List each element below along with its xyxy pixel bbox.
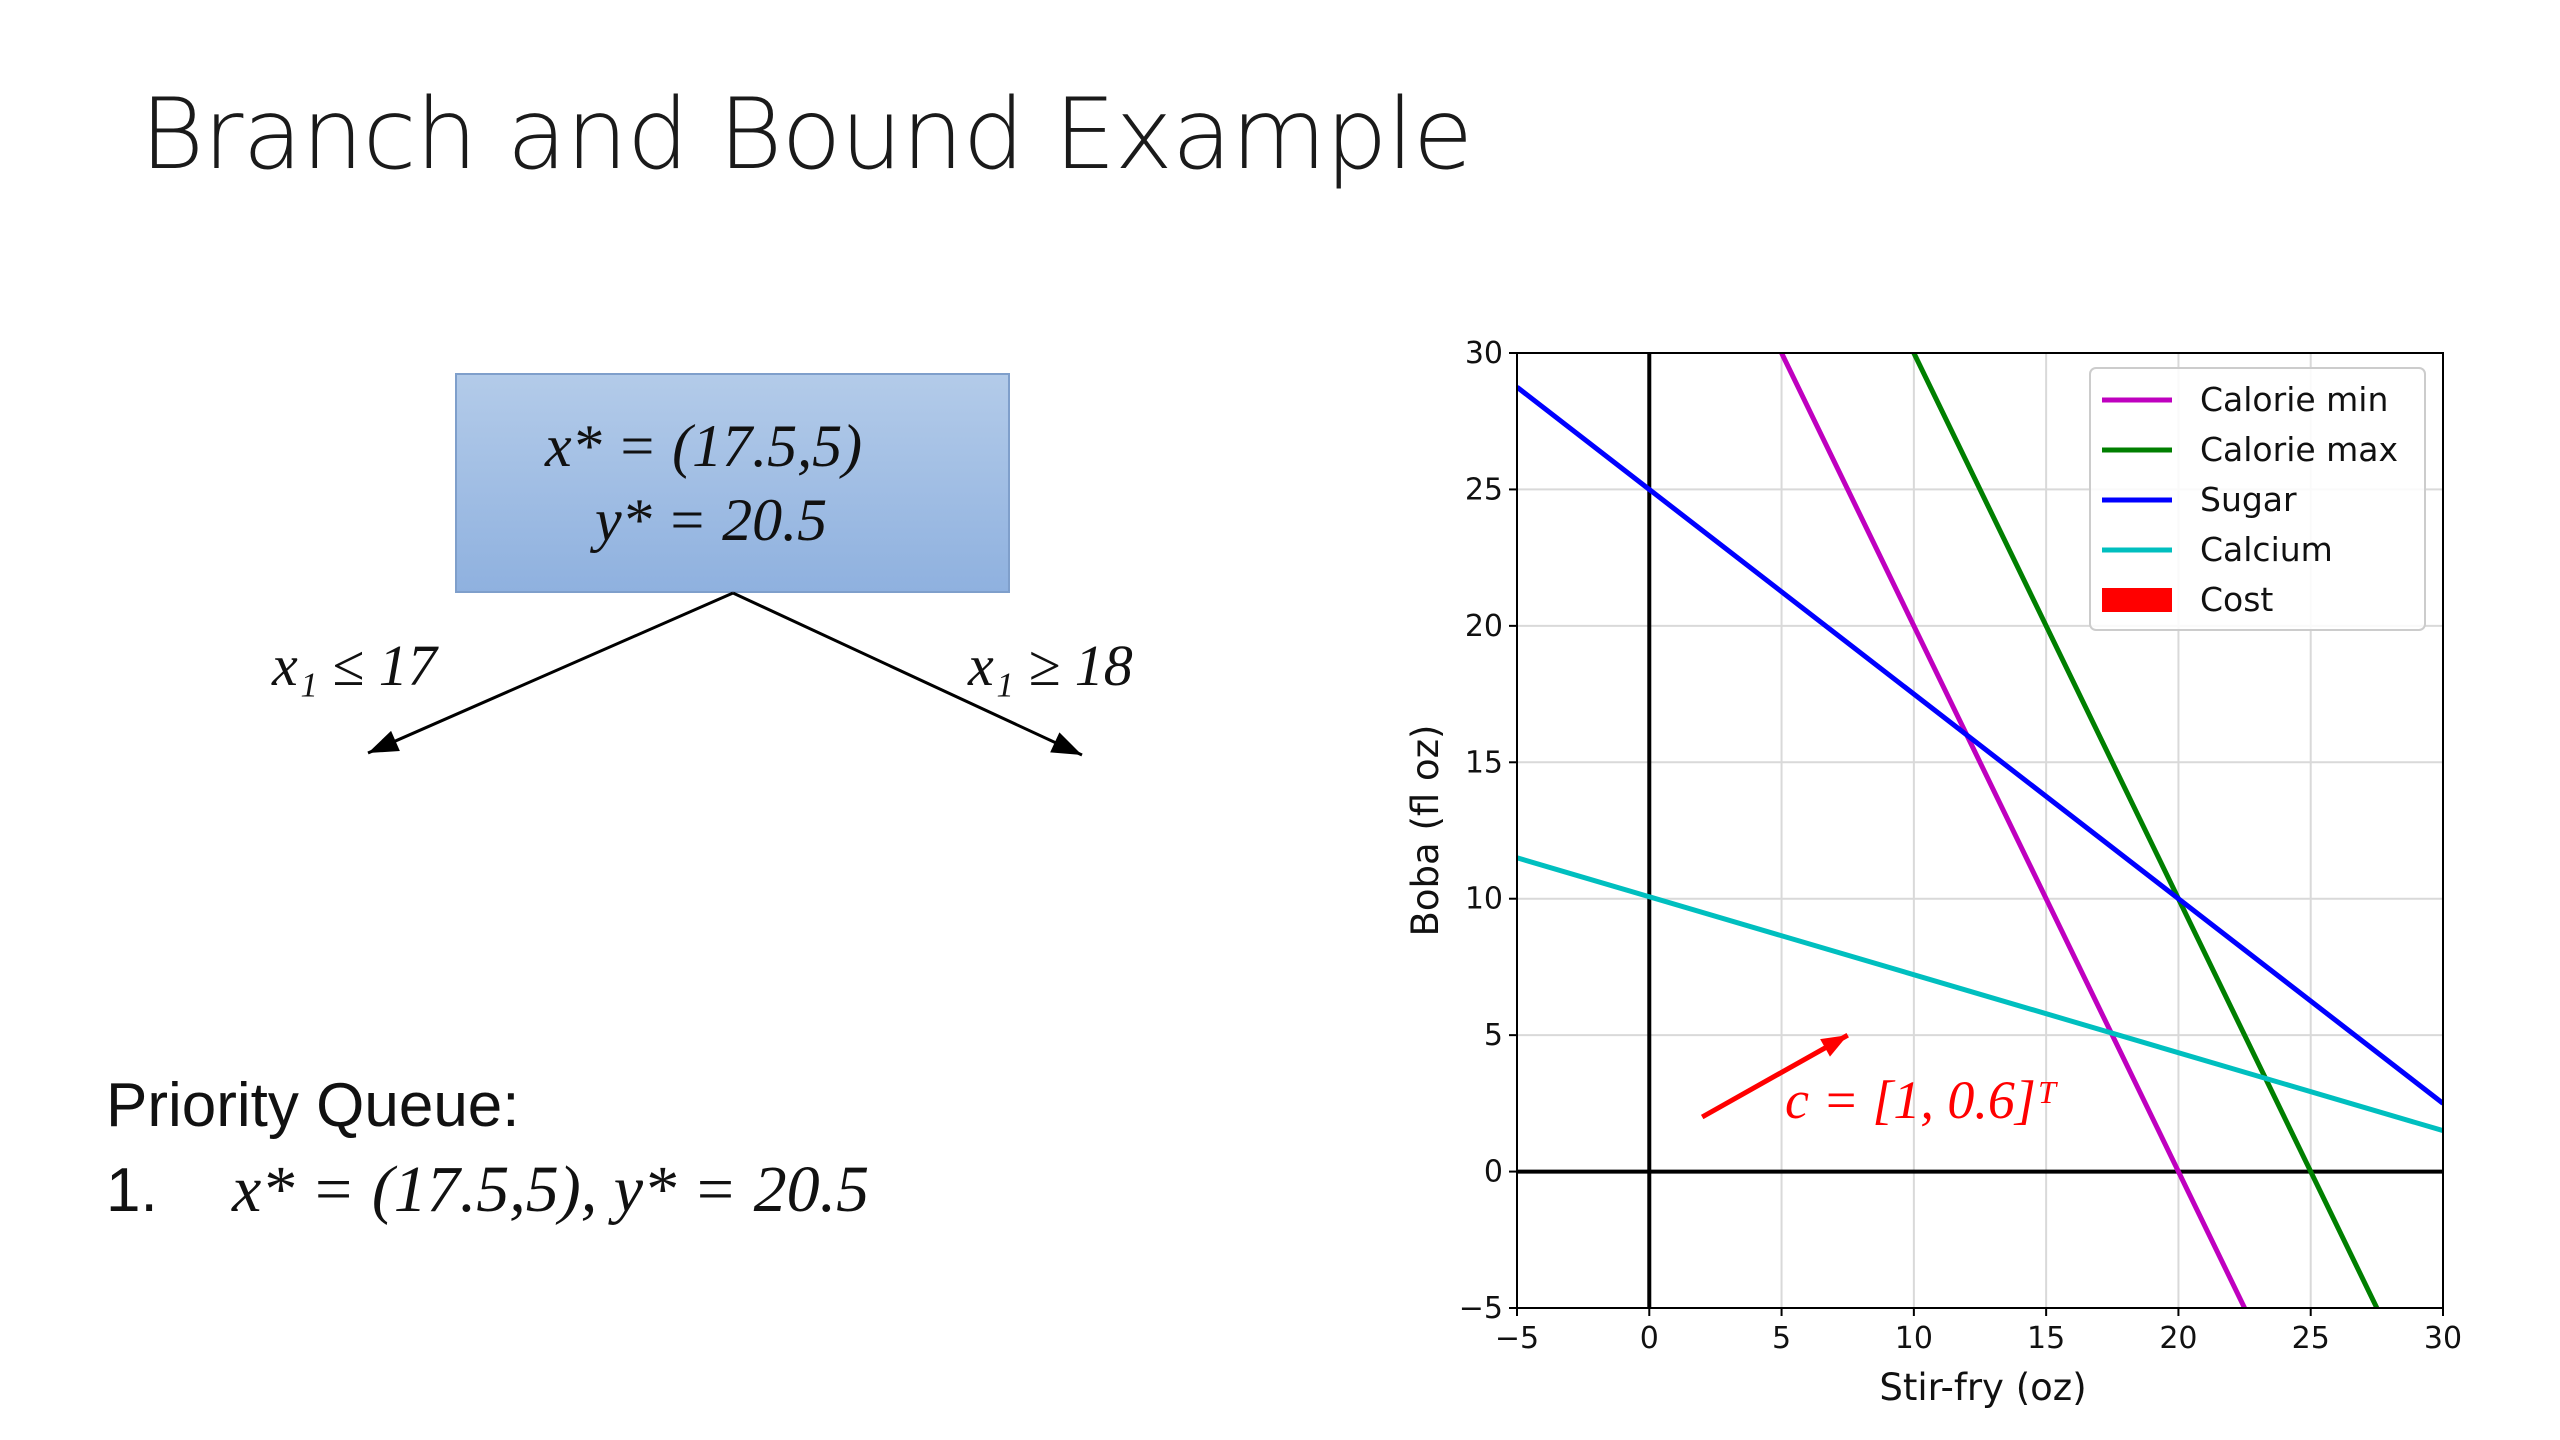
priority-queue-item-number: 1.	[106, 1156, 158, 1225]
y-tick-label: 25	[1465, 472, 1503, 507]
y-tick-label: 20	[1465, 609, 1503, 644]
branch-left-arrow-head	[368, 730, 400, 753]
cost-vector-label: c = [1, 0.6]ᵀ	[1785, 1070, 2059, 1130]
branch-right-label: x₁ ≥ 18	[968, 633, 1133, 698]
legend-label: Calcium	[2200, 530, 2333, 569]
x-tick-label: −5	[1495, 1321, 1539, 1356]
series-line-sugar	[1517, 385, 2443, 1106]
x-tick-label: 30	[2424, 1321, 2462, 1356]
legend-label: Calorie max	[2200, 430, 2398, 469]
x-tick-label: 0	[1640, 1321, 1659, 1356]
y-tick-label: 10	[1465, 882, 1503, 917]
series-line-calorie-max	[1911, 353, 2380, 1308]
x-axis-title: Stir-fry (oz)	[1879, 1366, 2086, 1409]
legend-box	[2089, 367, 2426, 631]
priority-queue-heading: Priority Queue:	[106, 1071, 520, 1140]
y-tick-label: −5	[1459, 1291, 1503, 1326]
y-axis-title: Boba (fl oz)	[1404, 725, 1447, 937]
x-tick-label: 20	[2159, 1321, 2197, 1356]
series-line-calorie-min	[1779, 353, 2247, 1308]
x-tick-label: 25	[2292, 1321, 2330, 1356]
legend-label: Cost	[2200, 580, 2273, 619]
x-tick-label: 15	[2027, 1321, 2065, 1356]
y-tick-label: 30	[1465, 336, 1503, 371]
legend-label: Calorie min	[2200, 380, 2388, 419]
root-x-star: x* = (17.5,5)	[545, 413, 863, 479]
branch-left-label: x₁ ≤ 17	[272, 633, 437, 698]
cost-vector-arrowhead	[1820, 1035, 1848, 1057]
plot-frame	[1516, 352, 2444, 1309]
branch-right-arrow-head	[1050, 732, 1082, 755]
legend-swatch	[2102, 588, 2172, 612]
root-y-star: y* = 20.5	[595, 487, 828, 553]
series-line-calcium	[1517, 855, 2443, 1134]
x-tick-label: 10	[1895, 1321, 1933, 1356]
y-tick-label: 5	[1484, 1018, 1503, 1053]
cost-vector-arrow	[1700, 1032, 1849, 1120]
slide-title: Branch and Bound Example	[140, 78, 1473, 192]
x-tick-label: 5	[1772, 1321, 1791, 1356]
y-tick-label: 15	[1465, 745, 1503, 780]
legend-label: Sugar	[2200, 480, 2297, 519]
root-node-box	[455, 373, 1010, 593]
priority-queue-item-text: x* = (17.5,5), y* = 20.5	[232, 1153, 870, 1226]
y-tick-label: 0	[1484, 1155, 1503, 1190]
